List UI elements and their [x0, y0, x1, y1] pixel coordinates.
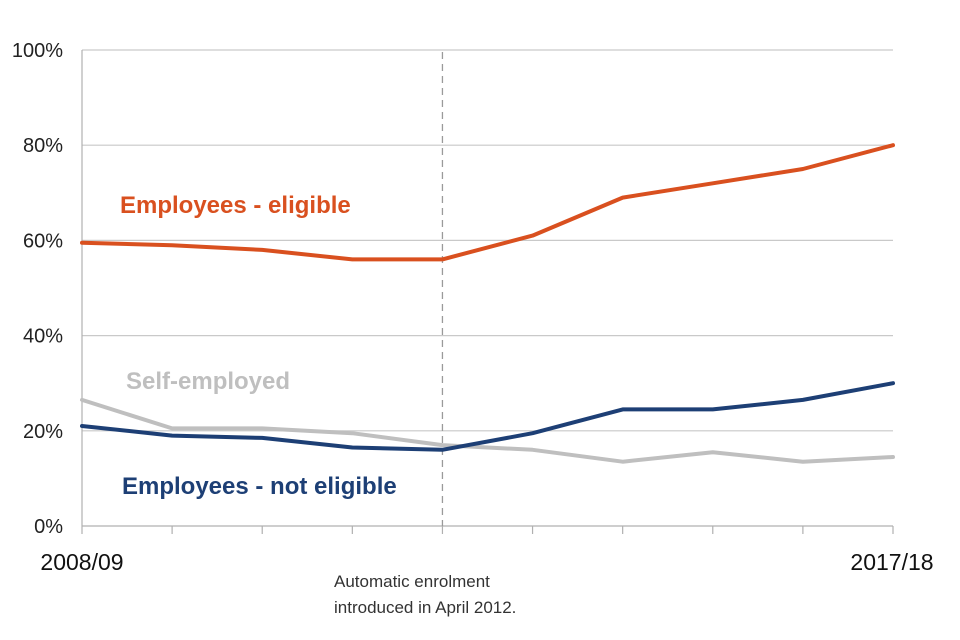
series-line-employees-not-eligible [80, 381, 895, 452]
x-tick-label-last: 2017/18 [850, 549, 933, 575]
series-label-employees-eligible: Employees - eligible [120, 192, 351, 219]
y-tick-label-40: 40% [23, 326, 63, 348]
axes [81, 50, 894, 534]
gridlines [82, 49, 893, 432]
y-tick-label-0: 0% [34, 516, 63, 538]
series-line-employees-eligible [80, 143, 895, 262]
annotation-text-line-2: introduced in April 2012. [334, 598, 516, 617]
annotation-text-line-1: Automatic enrolment [334, 572, 490, 591]
y-tick-label-20: 20% [23, 421, 63, 443]
series-line-self-employed [80, 397, 895, 464]
series-lines [80, 143, 895, 464]
y-tick-label-80: 80% [23, 135, 63, 157]
annotation: Automatic enrolment introduced in April … [334, 52, 516, 617]
y-tick-label-60: 60% [23, 230, 63, 252]
series-label-employees-not-eligible: Employees - not eligible [122, 473, 397, 500]
tick-labels: 0% 20% 40% 60% 80% 100% 2008/09 2017/18 [12, 40, 934, 575]
series-label-self-employed: Self-employed [126, 368, 290, 395]
series-labels: Employees - eligible Self-employed Emplo… [120, 192, 397, 500]
x-tick-label-first: 2008/09 [40, 549, 123, 575]
y-tick-label-100: 100% [12, 40, 63, 62]
